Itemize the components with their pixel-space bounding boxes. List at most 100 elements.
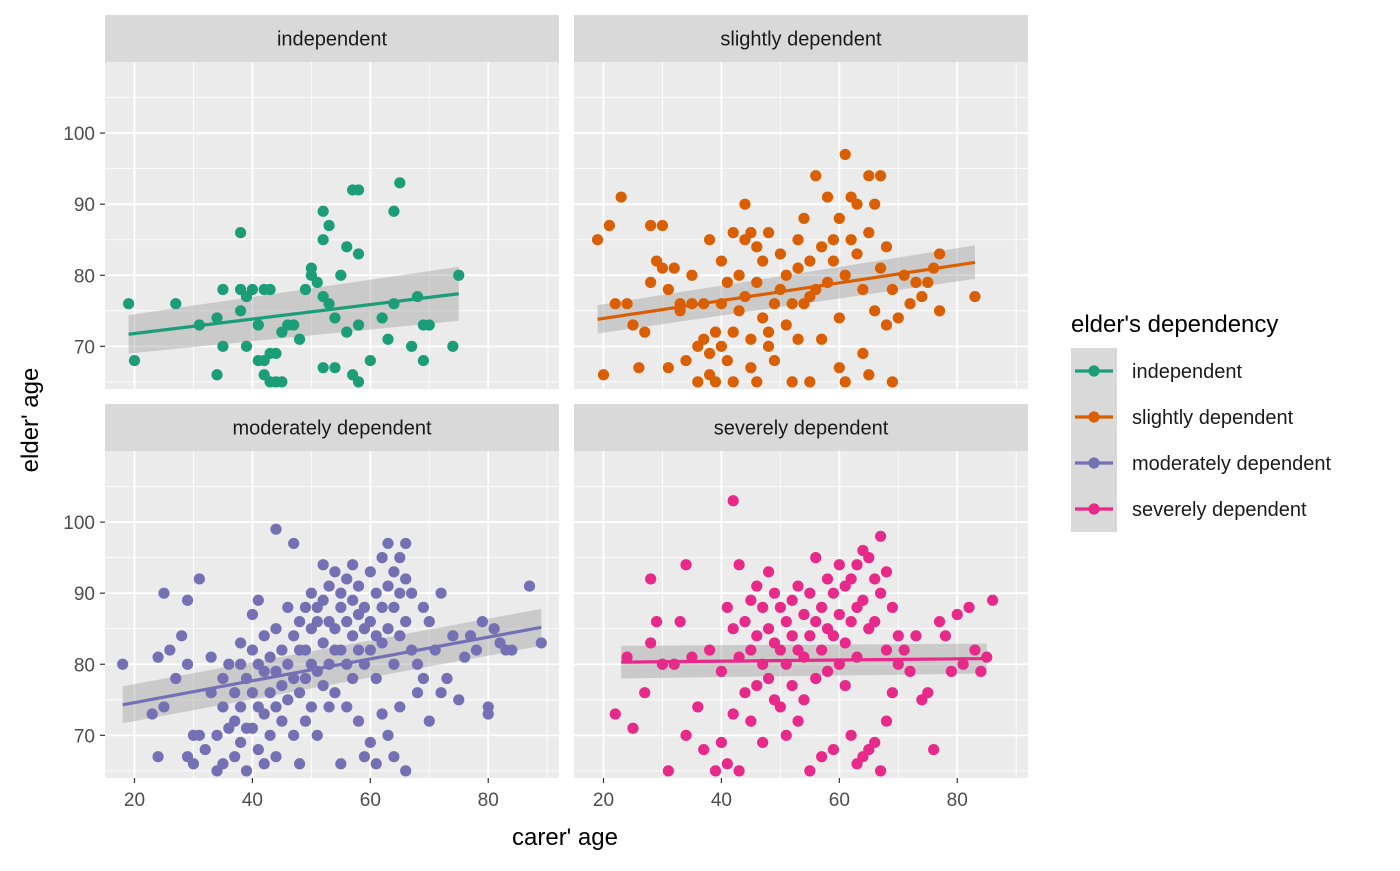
data-point — [680, 354, 692, 367]
data-point — [886, 376, 898, 388]
data-point — [323, 298, 335, 310]
data-point — [810, 616, 822, 628]
data-point — [780, 319, 792, 331]
data-point — [804, 587, 816, 599]
data-point — [329, 312, 341, 324]
data-point — [276, 644, 288, 656]
data-point — [459, 651, 471, 663]
data-point — [211, 729, 223, 741]
data-point — [792, 234, 804, 246]
data-point — [388, 205, 400, 217]
data-point — [733, 765, 745, 777]
data-point — [417, 672, 429, 685]
data-point — [798, 212, 810, 224]
data-point — [715, 665, 728, 677]
data-point — [886, 283, 898, 296]
data-point — [957, 658, 969, 670]
data-point — [833, 212, 845, 224]
data-point — [352, 376, 365, 388]
data-point — [205, 651, 217, 663]
data-point — [470, 644, 483, 656]
data-point — [270, 751, 282, 763]
data-point — [293, 758, 306, 770]
data-point — [786, 376, 798, 388]
data-point — [270, 665, 282, 677]
data-point — [276, 376, 288, 388]
data-point — [370, 672, 382, 685]
data-point — [774, 701, 786, 713]
data-point — [804, 376, 816, 388]
data-point — [715, 255, 728, 267]
data-point — [388, 601, 400, 613]
facet-strip — [574, 404, 1028, 451]
data-point — [987, 594, 999, 606]
data-point — [282, 658, 294, 670]
data-point — [405, 340, 418, 352]
data-point — [193, 573, 205, 585]
data-point — [810, 170, 822, 182]
facet-strip — [105, 15, 559, 62]
x-tick-label: 60 — [360, 790, 381, 811]
data-point — [341, 326, 353, 338]
data-point — [792, 580, 804, 592]
facet-title: independent — [277, 29, 388, 51]
data-point — [382, 623, 394, 635]
data-point — [721, 276, 733, 288]
data-point — [335, 758, 347, 770]
data-point — [762, 227, 775, 239]
data-point — [816, 333, 828, 345]
data-point — [423, 319, 435, 331]
data-point — [627, 722, 639, 734]
data-point — [217, 283, 229, 296]
data-point — [347, 594, 359, 606]
data-point — [780, 616, 792, 628]
data-point — [880, 241, 893, 253]
data-point — [117, 658, 129, 670]
data-point — [916, 290, 928, 303]
data-point — [698, 743, 710, 756]
data-point — [264, 687, 276, 699]
y-tick-label: 70 — [74, 726, 95, 747]
data-point — [751, 630, 763, 642]
facet-title: slightly dependent — [720, 29, 882, 51]
facet-title: severely dependent — [714, 418, 889, 440]
data-point — [869, 616, 881, 628]
data-point — [821, 573, 834, 585]
data-point — [270, 347, 282, 360]
data-point — [453, 269, 465, 281]
data-point — [774, 601, 786, 613]
data-point — [199, 743, 211, 756]
data-point — [305, 701, 317, 713]
data-point — [317, 637, 329, 649]
data-point — [317, 234, 329, 246]
data-point — [323, 701, 335, 713]
data-point — [329, 566, 341, 578]
data-point — [727, 326, 739, 338]
data-point — [662, 765, 674, 777]
data-point — [335, 601, 347, 613]
data-point — [276, 679, 288, 692]
data-point — [751, 241, 763, 253]
data-point — [170, 298, 182, 310]
data-point — [258, 630, 270, 642]
data-point — [686, 269, 698, 281]
data-point — [668, 262, 680, 274]
data-point — [400, 573, 412, 585]
legend-key-point — [1088, 411, 1100, 423]
data-point — [827, 630, 840, 642]
data-point — [727, 708, 739, 720]
data-point — [364, 566, 376, 578]
data-point — [804, 255, 816, 267]
legend-label: slightly dependent — [1132, 407, 1294, 429]
data-point — [288, 672, 300, 685]
data-point — [358, 751, 371, 763]
data-point — [745, 362, 757, 374]
data-point — [370, 758, 382, 770]
data-point — [317, 679, 329, 692]
data-point — [352, 580, 365, 592]
data-point — [376, 708, 388, 720]
data-point — [364, 616, 376, 628]
panel-moderately-dependent: moderately dependent 70 80 90 100 20 40 60 80 — [63, 404, 559, 811]
data-point — [945, 665, 957, 677]
